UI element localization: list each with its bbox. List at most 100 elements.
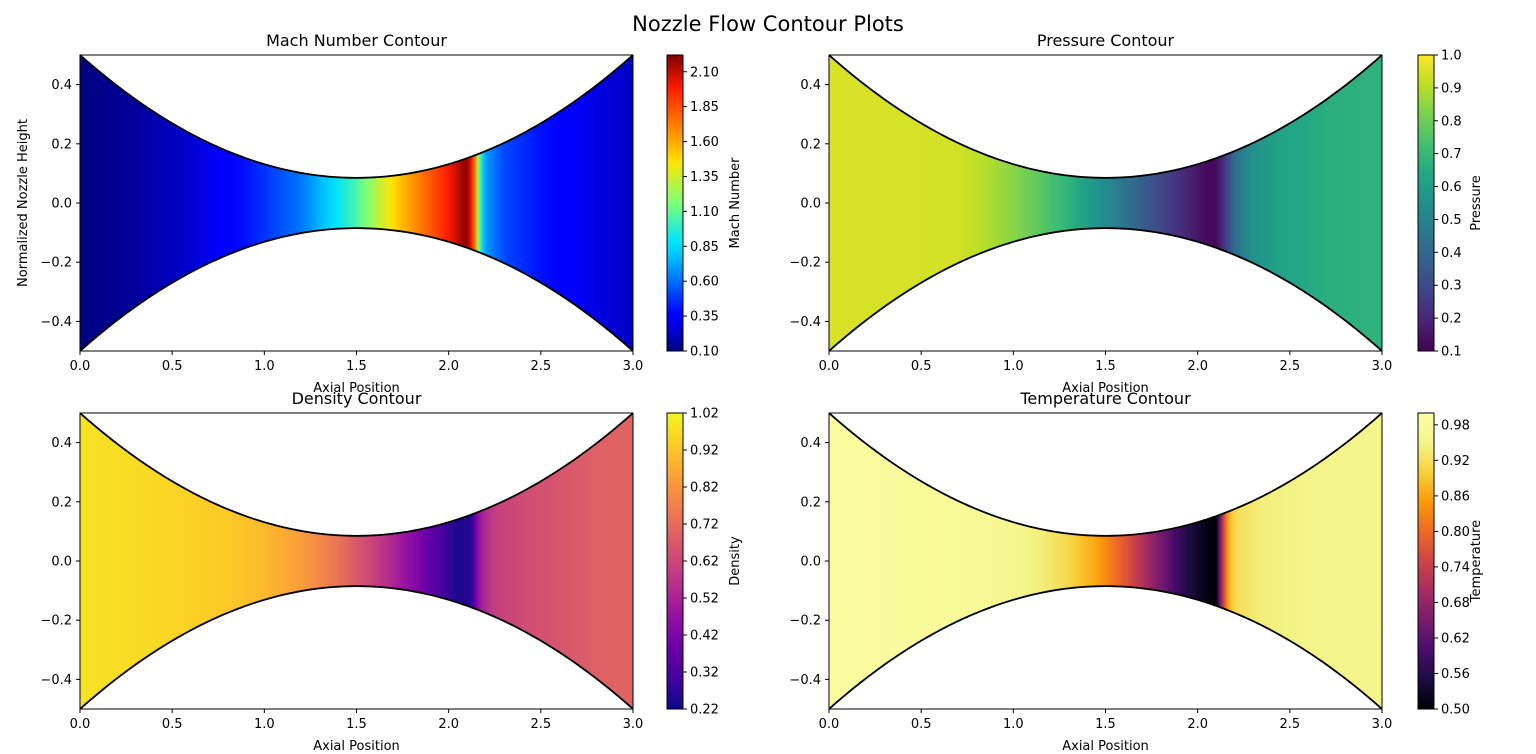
colorbar-tick-label: 0.8 — [1441, 114, 1462, 129]
colorbar-tick-label: 0.35 — [690, 310, 719, 325]
colorbar-tick-label: 0.10 — [690, 345, 719, 360]
colorbar-tick-label: 0.72 — [690, 518, 719, 533]
y-tick-label: −0.4 — [40, 673, 72, 688]
subplot-density-contour: 0.0 0.5 1.0 1.5 2.0 2.5 3.0 −0.4 −0.2 0.0 0.2 0.4 De… — [40, 389, 743, 754]
colorbar-tick-label: 0.4 — [1441, 246, 1462, 261]
y-axis-label: Normalized Nozzle Height — [16, 119, 31, 287]
colorbar-tick-label: 0.74 — [1441, 560, 1470, 575]
colorbar-tick-label: 1.85 — [690, 100, 719, 115]
x-tick-label: 3.0 — [1372, 359, 1393, 374]
colorbar-tick-label: 0.7 — [1441, 147, 1462, 162]
x-tick-label: 3.0 — [623, 717, 644, 732]
y-tick-label: 0.0 — [51, 555, 72, 570]
colorbar-tick-label: 0.56 — [1441, 667, 1470, 682]
x-axis-label: Axial Position — [313, 381, 400, 396]
x-tick-label: 1.5 — [1095, 717, 1116, 732]
subplot-pressure-contour: 0.0 0.5 1.0 1.5 2.0 2.5 3.0 −0.4 −0.2 0.0 0.2 0.4 Pr… — [789, 31, 1484, 396]
x-tick-label: 2.5 — [1279, 717, 1300, 732]
x-tick-label: 1.5 — [346, 717, 367, 732]
nozzle-field — [829, 55, 1382, 351]
y-tick-label: 0.2 — [51, 137, 72, 152]
colorbar-tick-label: 2.10 — [690, 65, 719, 80]
x-tick-label: 1.5 — [1095, 359, 1116, 374]
colorbar-label: Density — [728, 536, 743, 586]
colorbar: 0.1 0.2 0.3 0.4 0.5 0.6 0.7 0.8 0.9 1.0 Pressure — [1417, 49, 1484, 360]
nozzle-field — [80, 55, 633, 351]
y-tick-label: 0.4 — [800, 436, 821, 451]
x-tick-label: 2.0 — [438, 717, 459, 732]
colorbar-tick-label: 0.9 — [1441, 81, 1462, 96]
colorbar-gradient — [666, 412, 684, 710]
colorbar-label: Temperature — [1469, 520, 1484, 603]
x-tick-label: 3.0 — [623, 359, 644, 374]
colorbar-tick-label: 0.92 — [1441, 454, 1470, 469]
y-tick-label: −0.4 — [789, 315, 821, 330]
x-tick-label: 0.0 — [819, 359, 840, 374]
y-tick-label: −0.4 — [789, 673, 821, 688]
colorbar-tick-label: 0.32 — [690, 666, 719, 681]
upper-wall-line — [828, 54, 1383, 179]
colorbar-tick-label: 0.92 — [690, 444, 719, 459]
colorbar-tick-label: 0.85 — [690, 240, 719, 255]
y-tick-label: 0.0 — [51, 197, 72, 212]
colorbar-tick-label: 0.1 — [1441, 345, 1462, 360]
colorbar-tick-label: 0.86 — [1441, 489, 1470, 504]
colorbar-tick-label: 0.52 — [690, 592, 719, 607]
x-tick-label: 2.5 — [530, 359, 551, 374]
colorbar-tick-label: 1.02 — [690, 407, 719, 422]
x-tick-label: 2.5 — [530, 717, 551, 732]
y-tick-label: −0.4 — [40, 315, 72, 330]
y-tick-label: 0.2 — [51, 495, 72, 510]
x-tick-label: 0.5 — [911, 717, 932, 732]
x-tick-label: 1.5 — [346, 359, 367, 374]
x-tick-label: 1.0 — [254, 359, 275, 374]
y-tick-label: 0.2 — [800, 137, 821, 152]
colorbar: 0.10 0.35 0.60 0.85 1.10 1.35 1.60 1.85 2.10 Mach… — [666, 54, 743, 360]
colorbar-tick-label: 1.0 — [1441, 49, 1462, 64]
lower-wall-line — [828, 227, 1383, 352]
y-tick-label: −0.2 — [789, 256, 821, 271]
x-tick-label: 2.0 — [438, 359, 459, 374]
x-tick-label: 0.5 — [162, 717, 183, 732]
colorbar-tick-label: 0.62 — [1441, 631, 1470, 646]
colorbar-tick-label: 0.3 — [1441, 279, 1462, 294]
y-tick-label: −0.2 — [40, 614, 72, 629]
x-tick-label: 0.0 — [70, 359, 91, 374]
x-tick-label: 0.0 — [70, 717, 91, 732]
subplot-grid: 0.0 0.5 1.0 1.5 2.0 2.5 3.0 −0.4 −0.2 0.0 0.2 0.4 Ma… — [16, 31, 1484, 754]
x-tick-label: 2.0 — [1187, 717, 1208, 732]
x-tick-label: 0.5 — [911, 359, 932, 374]
y-tick-label: −0.2 — [789, 614, 821, 629]
upper-wall-line — [79, 54, 634, 179]
colorbar-tick-label: 1.60 — [690, 135, 719, 150]
y-tick-label: −0.2 — [40, 256, 72, 271]
x-tick-label: 2.5 — [1279, 359, 1300, 374]
colorbar-tick-label: 0.50 — [1441, 703, 1470, 718]
colorbar-tick-label: 0.42 — [690, 629, 719, 644]
x-axis-label: Axial Position — [313, 739, 400, 754]
colorbar-label: Mach Number — [728, 157, 743, 249]
lower-wall-line — [828, 585, 1383, 710]
colorbar-tick-label: 0.6 — [1441, 180, 1462, 195]
colorbar-gradient — [1417, 412, 1435, 710]
colorbar-tick-label: 0.82 — [690, 481, 719, 496]
colorbar-tick-label: 0.22 — [690, 703, 719, 718]
subplot-title: Temperature Contour — [1019, 389, 1191, 408]
subplot-title: Pressure Contour — [1037, 31, 1175, 50]
upper-wall-line — [79, 412, 634, 537]
colorbar-tick-label: 0.5 — [1441, 213, 1462, 228]
colorbar-label: Pressure — [1469, 175, 1484, 231]
colorbar: 0.22 0.32 0.42 0.52 0.62 0.72 0.82 0.92 1.02 Dens… — [666, 407, 743, 718]
x-tick-label: 3.0 — [1372, 717, 1393, 732]
subplot-temperature-contour: 0.0 0.5 1.0 1.5 2.0 2.5 3.0 −0.4 −0.2 0.0 0.2 0.4 Te… — [789, 389, 1484, 754]
subplot-title: Density Contour — [292, 389, 422, 408]
x-axis-label: Axial Position — [1062, 381, 1149, 396]
y-tick-label: 0.2 — [800, 495, 821, 510]
colorbar-tick-label: 0.68 — [1441, 596, 1470, 611]
colorbar-tick-label: 1.10 — [690, 205, 719, 220]
colorbar-tick-label: 0.2 — [1441, 312, 1462, 327]
colorbar-gradient — [666, 54, 684, 352]
x-tick-label: 1.0 — [254, 717, 275, 732]
x-tick-label: 2.0 — [1187, 359, 1208, 374]
